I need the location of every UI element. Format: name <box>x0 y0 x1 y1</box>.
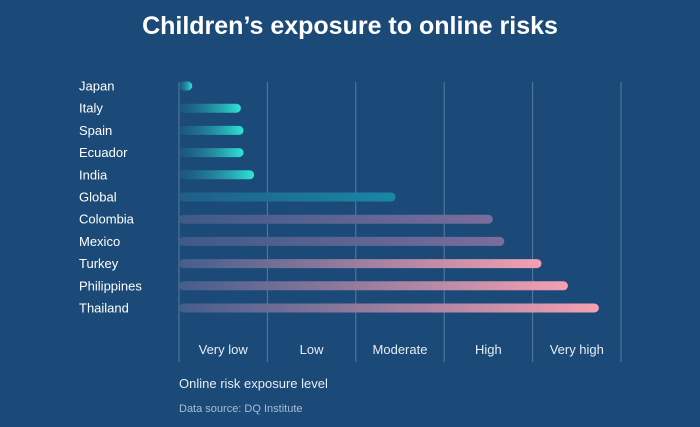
category-labels: Japan Italy Spain Ecuador India Global Colombi… <box>79 79 142 316</box>
bar-global <box>179 192 396 202</box>
bar-italy <box>179 103 241 113</box>
category-label-ecuador: Ecuador <box>79 145 128 160</box>
bar-ecuador <box>179 148 244 158</box>
bar-thailand <box>179 303 599 313</box>
bar-mexico <box>179 236 505 246</box>
x-tick-label: Very low <box>199 342 249 357</box>
category-label-philippines: Philippines <box>79 278 142 293</box>
data-source: Data source: DQ Institute <box>179 403 303 415</box>
category-label-italy: Italy <box>79 101 103 116</box>
category-label-turkey: Turkey <box>79 256 119 271</box>
bar-turkey <box>179 259 542 269</box>
x-tick-labels: Very low Low Moderate High Very high <box>199 342 604 357</box>
bar-spain <box>179 125 244 135</box>
category-label-japan: Japan <box>79 79 114 94</box>
x-tick-label: Moderate <box>373 342 428 357</box>
category-label-mexico: Mexico <box>79 234 120 249</box>
category-label-thailand: Thailand <box>79 301 129 316</box>
x-tick-label: Very high <box>550 342 604 357</box>
x-axis-label: Online risk exposure level <box>179 376 328 391</box>
category-label-spain: Spain <box>79 123 112 138</box>
category-label-colombia: Colombia <box>79 212 135 227</box>
chart-title: Children’s exposure to online risks <box>142 12 558 40</box>
bar-philippines <box>179 281 568 291</box>
bar-colombia <box>179 214 493 224</box>
x-tick-label: High <box>475 342 502 357</box>
bars-layer <box>179 81 599 313</box>
category-label-india: India <box>79 167 108 182</box>
bar-japan <box>179 81 193 91</box>
bar-india <box>179 170 255 180</box>
category-label-global: Global <box>79 190 117 205</box>
x-tick-label: Low <box>300 342 324 357</box>
